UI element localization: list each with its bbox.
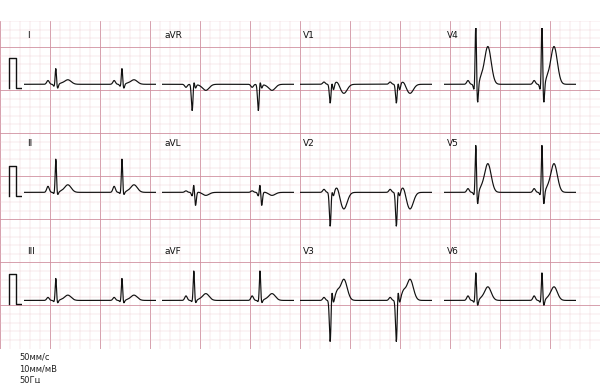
- Text: V5: V5: [446, 139, 458, 147]
- Text: aVL: aVL: [164, 139, 181, 147]
- Text: III: III: [26, 247, 35, 256]
- Text: V1: V1: [302, 31, 314, 39]
- Text: V3: V3: [302, 247, 314, 256]
- Text: 50мм/с: 50мм/с: [19, 353, 50, 362]
- Text: V2: V2: [302, 139, 314, 147]
- Text: aVR: aVR: [164, 31, 182, 39]
- Text: II: II: [26, 139, 32, 147]
- Text: I: I: [26, 31, 29, 39]
- Text: V6: V6: [446, 247, 458, 256]
- Text: 50Гц: 50Гц: [19, 375, 41, 383]
- Text: 10мм/мВ: 10мм/мВ: [19, 364, 58, 373]
- Text: V4: V4: [446, 31, 458, 39]
- Text: aVF: aVF: [164, 247, 181, 256]
